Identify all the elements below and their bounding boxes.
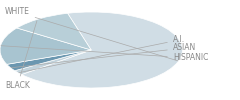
- Text: WHITE: WHITE: [5, 8, 178, 61]
- Wedge shape: [15, 50, 91, 74]
- Text: A.I.: A.I.: [19, 36, 185, 73]
- Text: HISPANIC: HISPANIC: [1, 46, 208, 62]
- Wedge shape: [0, 28, 91, 64]
- Text: BLACK: BLACK: [5, 21, 37, 90]
- Text: ASIAN: ASIAN: [11, 44, 196, 68]
- Wedge shape: [17, 13, 91, 50]
- Wedge shape: [7, 50, 91, 71]
- Wedge shape: [22, 12, 182, 88]
